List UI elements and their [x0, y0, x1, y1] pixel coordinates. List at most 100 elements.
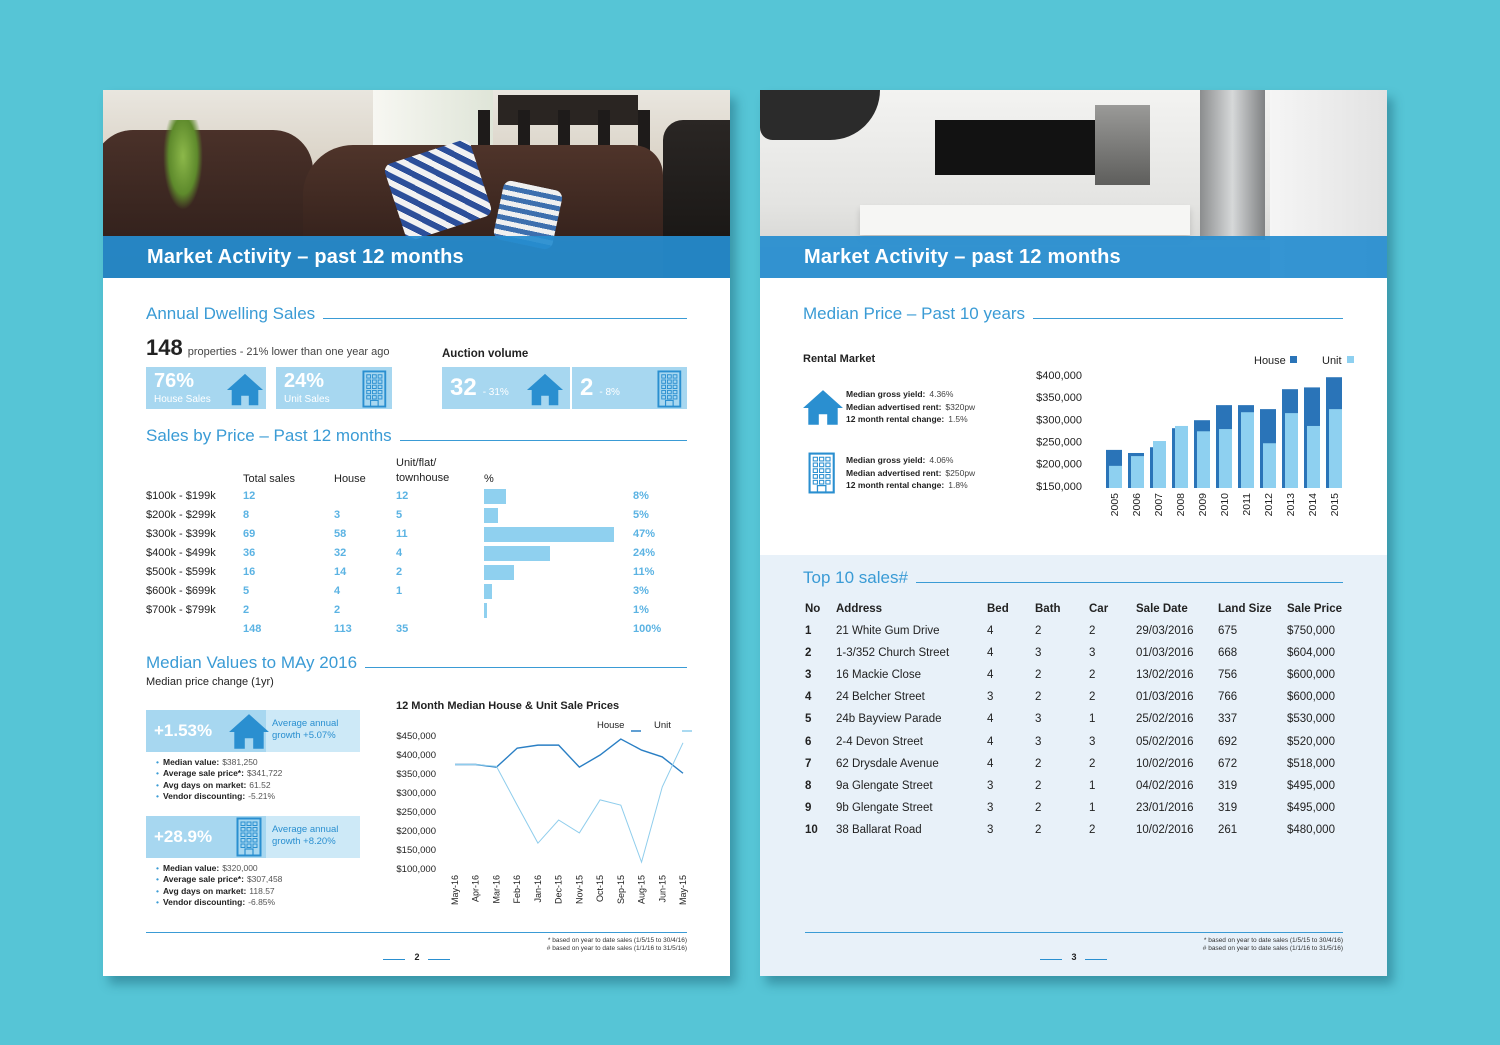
price-range: $100k - $199k: [146, 490, 216, 502]
table-cell: 38 Ballarat Road: [836, 823, 922, 836]
x-tick-label: 2012: [1263, 493, 1275, 517]
x-tick-label: 2010: [1219, 493, 1231, 517]
auction-title: Auction volume: [442, 348, 529, 360]
y-tick-label: $400,000: [1036, 370, 1082, 382]
median-card: +28.9% Average annual growth +8.20%: [146, 816, 360, 858]
table-cell: 16 Mackie Close: [836, 669, 922, 682]
rental-label: 12 month rental change:: [846, 414, 945, 425]
table-cell: 8: [805, 779, 812, 792]
total-sales: 5: [243, 585, 250, 597]
item-value: $381,250: [222, 757, 258, 767]
rental-value: 4.36%: [929, 389, 954, 399]
rental-label: Median advertised rent:: [846, 401, 942, 412]
table-header: Sale Price: [1287, 603, 1342, 615]
auction-change: - 31%: [482, 387, 509, 398]
building-window: [366, 384, 372, 389]
table-cell: 756: [1218, 669, 1238, 682]
auction-figure: 32 - 31%: [450, 374, 509, 402]
building-window: [377, 395, 383, 400]
table-cell: 2: [1089, 625, 1096, 637]
building-window: [246, 827, 252, 832]
table-cell: 2: [1035, 801, 1042, 814]
total-sales: 12: [243, 490, 256, 502]
section-header: Sales by Price – Past 12 months: [146, 426, 687, 446]
annual-growth: Average annual growth +8.20%: [272, 824, 339, 847]
item-value: 61.52: [249, 779, 271, 790]
y-tick-label: $400,000: [396, 750, 436, 761]
table-cell: 25/02/2016: [1136, 713, 1194, 726]
building-window: [252, 821, 258, 826]
auction-value: 2: [580, 374, 594, 401]
bar: [1307, 425, 1320, 488]
item-label: Vendor discounting:: [162, 896, 246, 907]
rental-label: Median gross yield:: [846, 455, 926, 465]
table-cell: 9: [805, 801, 812, 814]
section-header: Median Price – Past 10 years: [803, 304, 1343, 324]
table-cell: $520,000: [1287, 735, 1335, 748]
page-number-rule: [1040, 959, 1062, 960]
building-window: [246, 838, 252, 843]
table-cell: 2: [1035, 779, 1042, 792]
table-cell: 2-4 Devon Street: [836, 735, 923, 748]
building-window: [825, 479, 831, 485]
building-window: [366, 374, 372, 379]
rental-label: Median advertised rent:: [846, 467, 942, 478]
table-cell: 6: [805, 735, 812, 748]
pct-bar: [484, 603, 487, 618]
table-cell: $604,000: [1287, 647, 1335, 660]
x-tick-label: Jan-16: [533, 875, 543, 903]
page-right: Market Activity – past 12 months Median …: [760, 90, 1387, 976]
house-icon: [229, 714, 269, 749]
section-title: Median Values to MAy 2016: [146, 653, 358, 672]
median-card: +1.53% Average annual growth +5.07%: [146, 710, 360, 752]
table-header: No: [805, 603, 821, 615]
building-door: [244, 848, 254, 857]
building-door: [664, 399, 674, 408]
section-rule: [365, 667, 687, 668]
y-tick-label: $250,000: [396, 807, 436, 818]
rental-value: $250pw: [945, 467, 976, 478]
table-cell: $600,000: [1287, 691, 1335, 704]
table-cell: 2: [1089, 757, 1096, 770]
building-window: [825, 456, 831, 462]
section-title: Median Price – Past 10 years: [803, 304, 1026, 323]
house-shape: [229, 714, 269, 749]
section-rule: [399, 440, 687, 441]
bench: [860, 205, 1190, 235]
table-cell: 3: [1089, 647, 1096, 660]
median-card-accent: [146, 816, 266, 858]
building-window: [812, 462, 818, 468]
house-sales: 58: [334, 528, 347, 540]
house-icon: [803, 390, 843, 425]
table-cell: 3: [1035, 713, 1042, 726]
building-window: [666, 379, 672, 384]
y-tick-label: $200,000: [396, 826, 436, 837]
table-cell: 2: [1089, 669, 1096, 682]
tile-value: 24%: [284, 370, 325, 392]
table-cell: 4: [987, 713, 994, 726]
median-change: +1.53%: [154, 721, 213, 740]
building-icon: [657, 370, 682, 408]
table-cell: 2: [1035, 669, 1042, 682]
building-window: [666, 395, 672, 400]
building-icon: [362, 370, 387, 408]
pct-label: 5%: [633, 509, 649, 521]
rental-item: Median advertised rent: $320pw: [846, 402, 975, 412]
table-cell: 766: [1218, 691, 1238, 704]
x-tick-label: Aug-15: [637, 875, 647, 904]
table-cell: 13/02/2016: [1136, 669, 1194, 682]
table-cell: 692: [1218, 735, 1238, 748]
table-cell: 675: [1218, 625, 1238, 637]
building-door: [816, 484, 827, 494]
stat-tile: 76% House Sales: [146, 367, 266, 409]
tile-label: House Sales: [154, 394, 211, 405]
bar: [1263, 443, 1276, 488]
column-header: %: [484, 473, 494, 485]
building-window: [661, 384, 667, 389]
house-sales: 2: [334, 604, 341, 616]
table-cell: 2: [805, 647, 812, 660]
median-change: +28.9%: [154, 827, 213, 846]
table-cell: $495,000: [1287, 779, 1335, 792]
pct-label: 24%: [633, 547, 656, 559]
median-item: Vendor discounting:-6.85%: [156, 897, 275, 907]
